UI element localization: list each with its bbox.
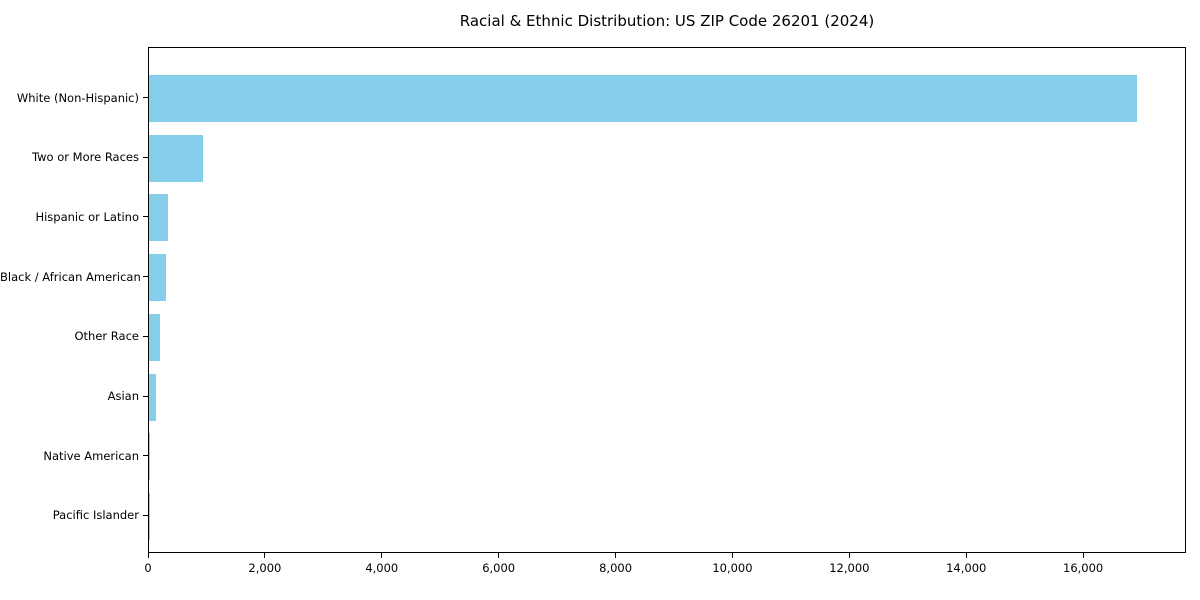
- x-tick-mark: [498, 553, 500, 558]
- chart-title: Racial & Ethnic Distribution: US ZIP Cod…: [459, 12, 875, 30]
- y-tick-mark: [143, 216, 148, 218]
- x-tick-label-4000: 4,000: [365, 561, 399, 575]
- x-tick-label-2000: 2,000: [248, 561, 282, 575]
- y-tick-label-two-or-more-races: Two or More Races: [32, 150, 139, 165]
- bar-asian: [149, 373, 156, 421]
- y-tick-label-black-african-american: Black / African American: [0, 269, 141, 284]
- y-tick-label-asian: Asian: [107, 389, 139, 403]
- x-tick-mark: [1082, 553, 1084, 558]
- y-tick-mark: [143, 455, 148, 457]
- bar-black-african-american: [149, 254, 166, 302]
- x-tick-label-6000: 6,000: [482, 561, 516, 575]
- x-tick-label-12000: 12,000: [829, 561, 870, 575]
- bar-two-or-more-races: [149, 134, 203, 182]
- x-tick-label-8000: 8,000: [599, 561, 633, 575]
- y-tick-mark: [143, 395, 148, 397]
- x-tick-mark: [264, 553, 266, 558]
- y-tick-label-white-non-hispanic: White (Non-Hispanic): [16, 90, 139, 105]
- x-tick-mark: [848, 553, 850, 558]
- x-tick-mark: [147, 553, 149, 558]
- bar-other-race: [149, 313, 161, 361]
- y-tick-mark: [143, 335, 148, 337]
- x-tick-label-10000: 10,000: [712, 561, 753, 575]
- bar-native-american: [149, 433, 150, 481]
- y-tick-mark: [143, 156, 148, 158]
- x-tick-label-0: 0: [144, 561, 152, 575]
- x-tick-mark: [965, 553, 967, 558]
- x-tick-mark: [731, 553, 733, 558]
- y-tick-mark: [143, 276, 148, 278]
- bar-white-non-hispanic: [149, 75, 1137, 122]
- y-tick-mark: [143, 97, 148, 98]
- x-tick-label-16000: 16,000: [1063, 561, 1104, 575]
- x-tick-mark: [381, 553, 383, 558]
- y-tick-mark: [143, 514, 148, 516]
- y-tick-label-other-race: Other Race: [74, 329, 140, 344]
- x-tick-mark: [615, 553, 617, 558]
- x-tick-label-14000: 14,000: [946, 561, 987, 575]
- y-tick-label-pacific-islander: Pacific Islander: [52, 508, 139, 523]
- bar-hispanic-or-latino: [149, 194, 168, 242]
- y-tick-label-native-american: Native American: [43, 448, 139, 463]
- plot-area: [148, 47, 1186, 553]
- y-tick-label-hispanic-or-latino: Hispanic or Latino: [35, 209, 139, 224]
